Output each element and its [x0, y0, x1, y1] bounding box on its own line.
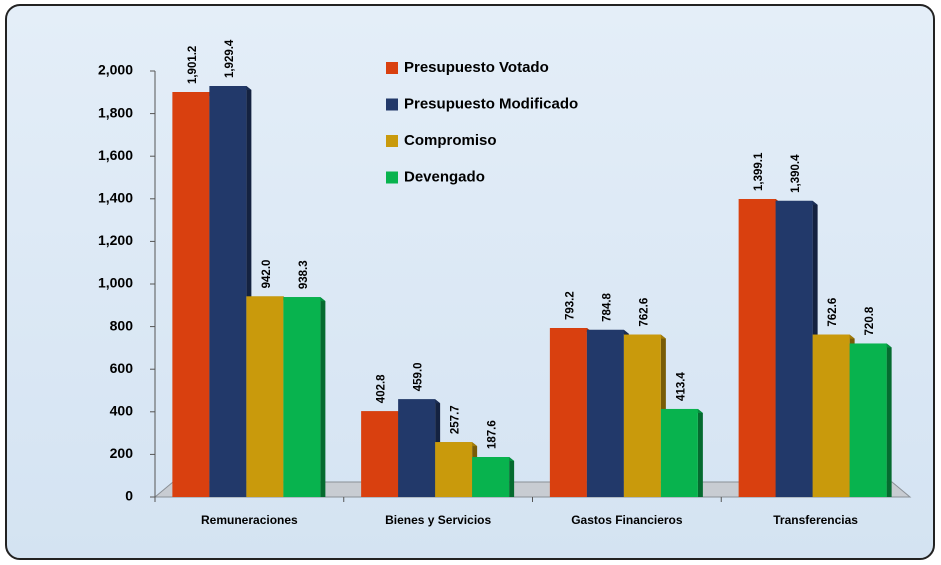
y-tick-label: 1,600: [98, 147, 133, 163]
value-label: 257.7: [450, 405, 462, 434]
legend-swatch: [386, 62, 398, 74]
x-tick-label: Bienes y Servicios: [385, 513, 491, 527]
y-tick-label: 200: [110, 445, 134, 461]
y-tick-label: 1,200: [98, 232, 133, 248]
value-label: 187.6: [487, 420, 499, 449]
bar: [209, 86, 247, 497]
bar: [660, 408, 698, 497]
bar: [361, 411, 399, 497]
bar-side: [886, 343, 892, 497]
value-label: 720.8: [864, 306, 876, 335]
value-label: 784.8: [601, 292, 613, 321]
value-label: 762.6: [638, 298, 650, 327]
bar: [849, 343, 887, 497]
legend-label: Presupuesto Modificado: [404, 95, 578, 112]
legend-swatch: [386, 98, 398, 111]
bar: [283, 297, 321, 497]
legend: Presupuesto Votado Presupuesto Modificado…: [386, 59, 578, 185]
value-label: 793.2: [564, 291, 576, 320]
legend-swatch: [386, 171, 398, 184]
value-label: 1,929.4: [224, 39, 236, 78]
y-tick-label: 800: [110, 317, 134, 333]
y-tick-label: 1,800: [98, 104, 133, 120]
legend-label: Compromiso: [404, 132, 497, 149]
value-label: 1,901.2: [187, 46, 199, 84]
bar: [246, 296, 284, 497]
bar: [549, 328, 587, 497]
bar: [812, 334, 850, 497]
y-tick-label: 400: [110, 403, 134, 419]
value-label: 402.8: [376, 374, 388, 403]
value-label: 1,399.1: [753, 152, 765, 191]
bar: [586, 329, 624, 497]
x-tick-label: Gastos Financieros: [571, 513, 683, 527]
legend-label: Devengado: [404, 168, 485, 185]
value-label: 938.3: [298, 260, 310, 289]
x-tick-label: Transferencias: [773, 513, 858, 527]
bar-side: [697, 408, 703, 497]
y-tick-label: 600: [110, 360, 134, 376]
bar: [623, 334, 661, 497]
y-tick-label: 1,000: [98, 275, 133, 291]
value-label: 459.0: [413, 362, 425, 391]
value-label: 413.4: [675, 372, 687, 401]
y-tick-label: 0: [125, 488, 133, 504]
y-tick-label: 2,000: [98, 62, 133, 78]
bar: [472, 457, 510, 497]
bar-side: [320, 297, 326, 497]
x-tick-label: Remuneraciones: [201, 513, 298, 527]
legend-label: Presupuesto Votado: [404, 59, 549, 76]
y-tick-label: 1,400: [98, 190, 133, 206]
bar: [172, 92, 210, 497]
bar: [738, 198, 776, 497]
bar: [398, 399, 436, 497]
value-label: 762.6: [827, 298, 839, 327]
value-label: 942.0: [261, 260, 273, 289]
bar: [775, 200, 813, 498]
value-label: 1,390.4: [790, 154, 802, 193]
bar: [435, 442, 473, 497]
bar-side: [509, 457, 515, 497]
legend-swatch: [386, 135, 398, 147]
